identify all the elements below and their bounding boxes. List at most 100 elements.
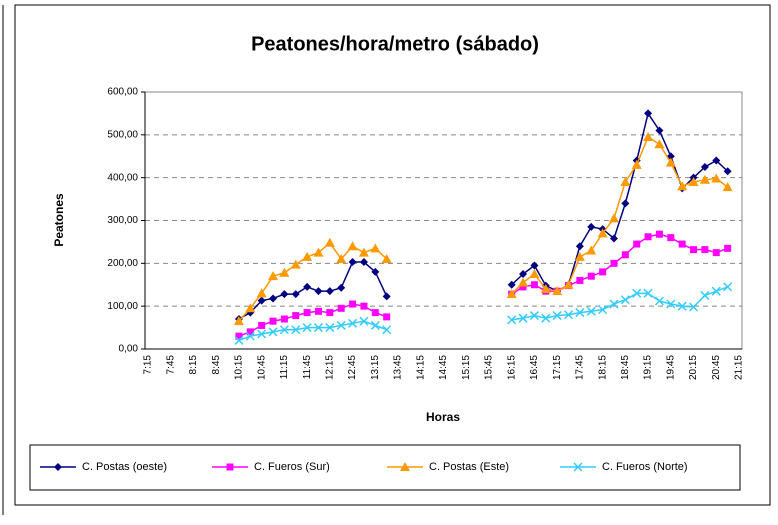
marker [348,258,357,267]
marker [348,318,358,328]
marker [303,282,312,291]
marker [655,230,663,238]
marker [654,296,664,306]
x-tick-label: 8:45 [211,355,222,375]
marker [677,301,687,311]
marker [292,312,300,320]
marker [599,268,607,276]
marker [574,251,585,261]
x-tick-label: 11:15 [279,355,290,380]
legend-label: C. Postas (Este) [429,461,509,473]
marker [314,307,322,315]
marker [700,162,709,171]
marker [621,199,630,208]
marker [529,269,540,279]
marker [609,234,618,243]
x-tick-label: 13:15 [370,355,381,380]
x-axis-label: Horas [426,410,460,424]
marker [302,323,312,333]
marker [677,181,688,191]
x-tick-label: 16:45 [529,355,540,380]
marker [654,139,665,149]
marker [269,294,278,303]
x-tick-label: 18:45 [620,355,631,380]
x-tick-label: 7:15 [143,355,154,375]
marker [257,329,267,339]
marker [690,246,698,254]
marker [302,251,313,261]
marker [290,259,301,269]
x-tick-label: 14:15 [415,355,426,380]
marker [269,317,277,325]
chart-title: Peatones/hora/metro (sábado) [251,33,539,55]
y-tick-label: 100,00 [107,301,138,312]
marker [700,290,710,300]
marker [246,328,254,336]
x-tick-label: 11:45 [302,355,313,380]
x-tick-label: 10:15 [234,355,245,380]
marker [519,270,528,279]
marker [400,462,410,471]
marker [279,325,289,335]
y-tick-label: 0,00 [119,344,139,355]
marker [360,302,368,310]
marker [723,167,732,176]
y-tick-label: 200,00 [107,258,138,269]
y-tick-label: 300,00 [107,215,138,226]
marker [576,276,584,284]
marker [699,174,710,184]
marker [712,249,720,257]
marker [711,173,722,183]
marker [337,283,346,292]
marker [575,242,584,251]
legend-frame [29,444,741,491]
marker [712,156,721,165]
marker [586,245,597,255]
x-tick-label: 13:45 [393,355,404,380]
marker [381,254,392,264]
x-tick-label: 8:15 [188,355,199,375]
marker [280,290,289,299]
marker [597,228,608,238]
marker [291,290,300,299]
marker [643,288,653,298]
x-tick-label: 19:45 [665,355,676,380]
y-tick-label: 400,00 [107,172,138,183]
marker [519,283,527,291]
marker [609,299,619,309]
marker [324,237,335,247]
marker [325,287,334,296]
marker [621,251,629,259]
marker [587,222,596,231]
marker [506,289,517,299]
marker [245,303,256,313]
marker [256,288,267,298]
marker [291,325,301,335]
marker [644,109,653,118]
marker [678,240,686,248]
marker [530,281,538,289]
x-tick-label: 14:45 [438,355,449,380]
marker [632,288,642,298]
marker [507,280,516,289]
marker [644,233,652,241]
marker [620,176,631,186]
marker [258,321,266,329]
marker [665,157,676,167]
marker [723,282,733,292]
marker [383,313,391,321]
marker [586,306,596,316]
marker [235,332,243,340]
marker [371,309,379,317]
x-tick-label: 20:15 [688,355,699,380]
marker [370,320,380,330]
x-tick-label: 10:45 [256,355,267,380]
marker [233,316,244,326]
marker [371,267,380,276]
marker [529,311,539,321]
legend-label: C. Postas (oeste) [82,461,167,473]
x-tick-label: 12:15 [324,355,335,380]
marker [359,258,368,267]
marker [587,272,595,280]
y-tick-label: 600,00 [107,87,138,98]
